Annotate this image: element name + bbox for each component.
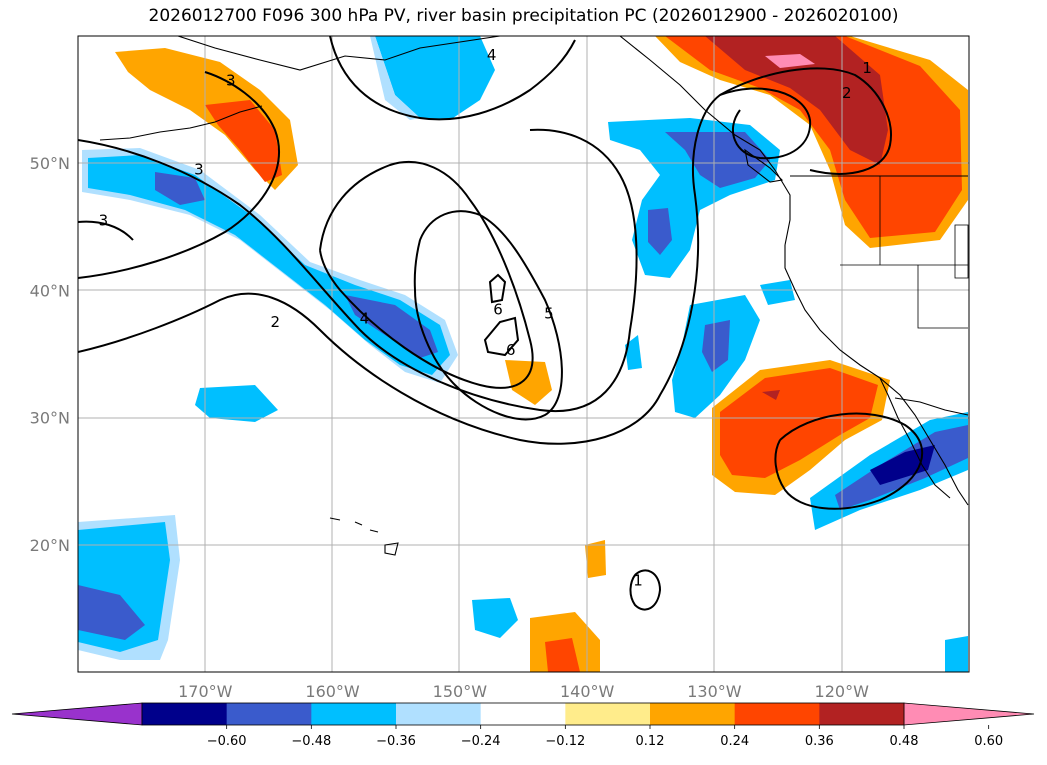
lat-tick-label: 50°N <box>30 154 70 173</box>
lon-tick-label: 160°W <box>305 682 360 701</box>
contour-label: 6 <box>493 300 503 318</box>
anomaly-positive-small-south <box>585 540 606 578</box>
colorbar-segment <box>734 703 820 725</box>
coast-aleutians <box>99 105 263 141</box>
contour-label: 4 <box>360 309 370 327</box>
figure-title: 2026012700 F096 300 hPa PV, river basin … <box>148 6 899 26</box>
anomaly-positive-subtropical-east-strong <box>762 390 780 400</box>
anomaly-negative-sw-corner <box>945 636 968 672</box>
colorbar-tick-label: 0.12 <box>636 734 665 749</box>
contour-label: 3 <box>99 211 109 229</box>
colorbar-tick-label: −0.36 <box>376 734 416 749</box>
colorbar-tick-label: 0.60 <box>974 734 1003 749</box>
anomaly-positive-aleutian-core <box>205 100 282 182</box>
anomaly-negative-hawaii-se <box>472 598 518 638</box>
contour-label: 1 <box>633 571 643 589</box>
anomaly-negative-small-center <box>625 335 642 370</box>
coast-baja <box>879 377 951 499</box>
coast-us-west <box>784 245 969 506</box>
lat-tick-label: 40°N <box>30 281 70 300</box>
anomaly-negative-central-pacific-core <box>155 172 205 205</box>
colorbar-segment <box>650 703 736 725</box>
precip-fill-layer <box>78 36 968 672</box>
colorbar-tick-label: −0.60 <box>207 734 247 749</box>
hawaii-islands <box>329 517 399 556</box>
lat-tick-label: 20°N <box>30 536 70 555</box>
pv-contour-1-south <box>774 412 924 510</box>
colorbar-frame <box>141 702 905 726</box>
anomaly-negative-gulf-alaska-light <box>370 36 420 120</box>
anomaly-positive-south-edge-core <box>545 638 580 672</box>
anomaly-negative-california-offshore-core <box>702 320 730 372</box>
contour-label: 5 <box>544 304 554 322</box>
contour-label: 6 <box>506 341 516 359</box>
pv-contour-6-a <box>488 273 507 304</box>
colorbar-segment <box>226 703 312 725</box>
anomaly-negative-small-ne <box>760 280 795 305</box>
coastlines <box>99 36 969 556</box>
contour-label: 3 <box>194 161 204 179</box>
pv-contour-1-north <box>719 67 892 175</box>
colorbar-tick-label: 0.24 <box>720 734 749 749</box>
anomaly-negative-west-subtropics-core <box>78 585 145 640</box>
anomaly-negative-gulf-alaska <box>375 36 495 120</box>
anomaly-positive-nw-america-core <box>665 36 962 238</box>
colorbar-segment <box>565 703 651 725</box>
colorbar-tick-label: −0.24 <box>461 734 501 749</box>
pv-contour-3 <box>78 71 638 413</box>
colorbar-segment <box>396 703 482 725</box>
anomaly-negative-subtropical-small <box>195 385 278 422</box>
pv-contours <box>78 36 924 611</box>
map-border <box>77 35 970 673</box>
lon-tick-label: 130°W <box>687 682 742 701</box>
colorbar-tick-label: −0.12 <box>545 734 585 749</box>
anomaly-positive-small-center <box>505 360 552 405</box>
coast-vancouver-island <box>744 148 784 183</box>
lon-tick-labels: 170°W 160°W 150°W 140°W 130°W 120°W <box>178 682 869 701</box>
lat-tick-labels: 50°N 40°N 30°N 20°N <box>30 154 70 555</box>
border-us-mexico <box>894 397 969 416</box>
anomaly-negative-central-pacific-core2 <box>345 295 438 358</box>
colorbar-segment <box>311 703 397 725</box>
anomaly-positive-subtropical-east-core <box>720 368 878 478</box>
state-borders <box>840 176 969 329</box>
colorbar-tick-label: −0.48 <box>291 734 331 749</box>
lon-tick-label: 150°W <box>433 682 488 701</box>
lon-tick-label: 170°W <box>178 682 233 701</box>
colorbar-segment <box>142 703 228 725</box>
colorbar-segment <box>819 703 905 725</box>
anomaly-negative-baja-max <box>870 445 935 485</box>
contour-label: 1 <box>862 59 872 77</box>
pv-contour-1-small <box>629 569 662 611</box>
contour-label: 3 <box>226 72 236 90</box>
colorbar: −0.60 −0.48 −0.36 −0.24 −0.12 0.12 0.24 0.36 0.4… <box>11 702 1035 749</box>
pv-contour-5 <box>413 210 563 421</box>
colorbar-segment <box>480 703 566 725</box>
coast-bc-alaska-panhandle <box>619 36 791 246</box>
colorbar-tick-label: 0.48 <box>890 734 919 749</box>
lat-tick-label: 30°N <box>30 409 70 428</box>
anomaly-negative-pnw-offshore-core <box>665 132 770 188</box>
colorbar-tick-label: 0.36 <box>805 734 834 749</box>
colorbar-extend-max <box>903 702 1035 726</box>
contour-label: 4 <box>487 46 497 64</box>
colorbar-extend-min <box>11 702 143 726</box>
lon-tick-label: 120°W <box>815 682 870 701</box>
contour-label: 2 <box>842 84 852 102</box>
anomaly-negative-pnw-offshore-south <box>648 208 672 255</box>
pv-contour-6-b <box>483 316 520 357</box>
pv-contour-4 <box>319 36 576 389</box>
lon-tick-label: 140°W <box>560 682 615 701</box>
anomaly-negative-central-pacific-mid <box>88 155 450 375</box>
coast-alaska <box>177 36 501 71</box>
anomaly-positive-nw-america-max <box>765 54 815 68</box>
contour-label: 2 <box>271 313 281 331</box>
pv-contour-2 <box>78 87 812 445</box>
